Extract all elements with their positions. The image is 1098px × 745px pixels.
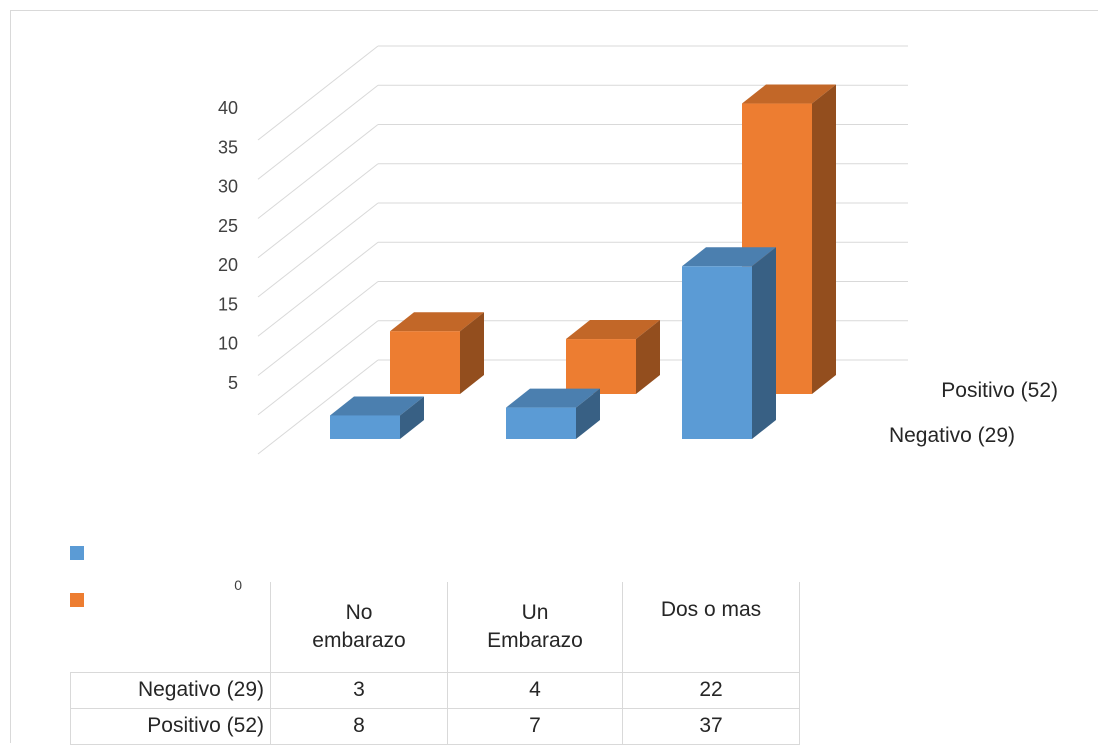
header-line-1: Dos o mas bbox=[660, 598, 762, 621]
table-header-cell: Un Embarazo bbox=[447, 582, 623, 672]
bar-top-face bbox=[390, 312, 484, 332]
gridline-diagonal bbox=[257, 45, 379, 141]
table-cell: 37 bbox=[622, 707, 800, 745]
y-tick-label: 20 bbox=[218, 255, 238, 275]
bar-top-face bbox=[742, 84, 836, 104]
series-axis-label: Positivo (52) bbox=[941, 379, 1058, 402]
gridline-diagonal bbox=[257, 124, 379, 219]
bar bbox=[390, 331, 460, 394]
table-header-row: No embarazo Un Embarazo Dos o mas bbox=[71, 582, 800, 672]
y-tick-label: 15 bbox=[218, 294, 238, 314]
gridline-diagonal bbox=[257, 202, 379, 298]
header-line-2: embarazo bbox=[312, 628, 406, 652]
gridline-diagonal bbox=[257, 359, 379, 455]
bar-side-face bbox=[752, 247, 776, 439]
table-cell: 4 bbox=[447, 671, 623, 709]
y-tick-label: 25 bbox=[218, 216, 238, 236]
table-cell: 8 bbox=[270, 707, 448, 745]
row-label-positivo: Positivo (52) bbox=[70, 707, 271, 745]
gridline-diagonal bbox=[257, 84, 379, 180]
bar bbox=[566, 339, 636, 394]
bar bbox=[682, 266, 752, 439]
bar-side-face bbox=[400, 396, 424, 439]
header-line-1: Un bbox=[521, 600, 549, 624]
gridline-diagonal bbox=[257, 241, 379, 337]
bar-top-face bbox=[566, 320, 660, 340]
bar-side-face bbox=[460, 312, 484, 394]
bar-top-face bbox=[506, 388, 600, 408]
series-axis-label: Negativo (29) bbox=[889, 424, 1015, 447]
y-tick-label: 0 bbox=[234, 577, 242, 593]
bar bbox=[506, 407, 576, 439]
table-corner-cell bbox=[71, 582, 271, 672]
table-header-cell: No embarazo bbox=[270, 582, 448, 672]
legend-swatch-positivo bbox=[70, 593, 84, 607]
gridline-diagonal bbox=[257, 163, 379, 259]
table-row: Negativo (29) 3 4 22 bbox=[70, 671, 800, 709]
y-tick-label: 10 bbox=[218, 334, 238, 354]
y-tick-label: 35 bbox=[218, 137, 238, 157]
y-tick-label: 40 bbox=[218, 98, 238, 118]
y-tick-label: 5 bbox=[228, 373, 238, 393]
gridline-diagonal bbox=[257, 320, 379, 416]
table-cell: 7 bbox=[447, 707, 623, 745]
table-row: Positivo (52) 8 7 37 bbox=[70, 707, 800, 745]
table-header-cell: Dos o mas bbox=[622, 582, 800, 672]
data-table: No embarazo Un Embarazo Dos o mas Negati… bbox=[70, 582, 800, 745]
header-line-2: Embarazo bbox=[487, 628, 583, 652]
y-tick-label: 30 bbox=[218, 177, 238, 197]
bar bbox=[330, 415, 400, 439]
header-line-1: No bbox=[345, 600, 373, 624]
table-cell: 3 bbox=[270, 671, 448, 709]
bar-side-face bbox=[636, 320, 660, 394]
chart-frame bbox=[10, 10, 1098, 743]
legend-swatch-negativo bbox=[70, 546, 84, 560]
bar-side-face bbox=[812, 84, 836, 395]
gridline-diagonal bbox=[257, 281, 379, 376]
bar-side-face bbox=[576, 388, 600, 439]
bar-top-face bbox=[330, 396, 424, 416]
row-label-negativo: Negativo (29) bbox=[70, 671, 271, 709]
table-cell: 22 bbox=[622, 671, 800, 709]
bar-top-face bbox=[682, 247, 776, 267]
